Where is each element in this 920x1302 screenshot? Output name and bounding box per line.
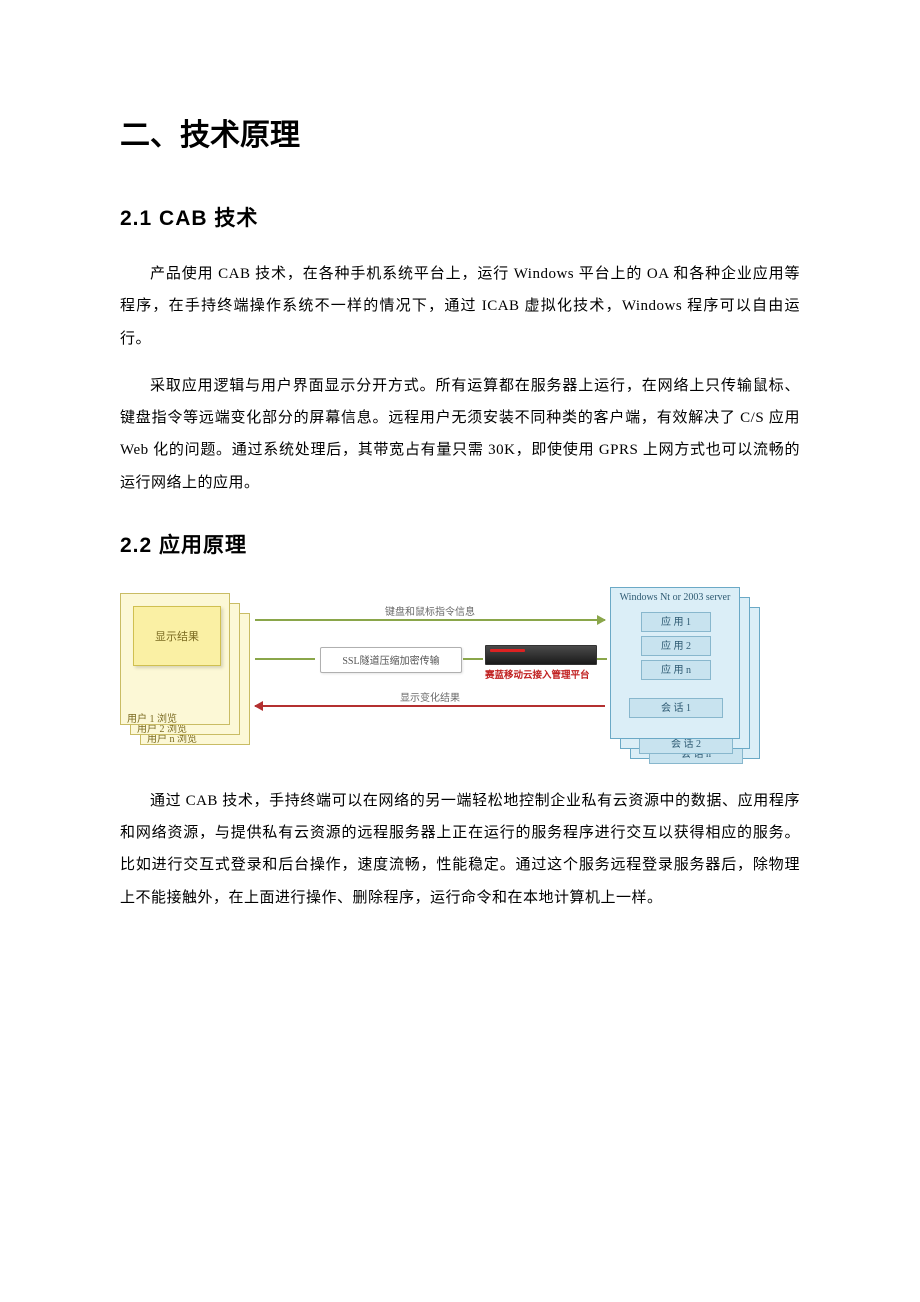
paragraph-cab-2: 采取应用逻辑与用户界面显示分开方式。所有运算都在服务器上运行，在网络上只传输鼠标… <box>120 370 800 499</box>
device-label: 赛蓝移动云接入管理平台 <box>485 667 590 681</box>
client-inner-label: 显示结果 <box>155 628 199 644</box>
connector-right <box>597 658 607 660</box>
arrow-bottom: 显示变化结果 <box>255 691 605 707</box>
app-n: 应 用 n <box>641 660 711 680</box>
paragraph-principle: 通过 CAB 技术，手持终端可以在网络的另一端轻松地控制企业私有云资源中的数据、… <box>120 785 800 914</box>
client-stack: 用户 n 浏览 用户 2 浏览 显示结果 用户 1 浏览 <box>120 593 250 745</box>
app-1: 应 用 1 <box>641 612 711 632</box>
arrow-top-label: 键盘和鼠标指令信息 <box>255 603 605 618</box>
heading-1: 二、技术原理 <box>120 110 800 154</box>
paragraph-cab-1: 产品使用 CAB 技术，在各种手机系统平台上，运行 Windows 平台上的 O… <box>120 258 800 355</box>
client-panel-1: 显示结果 用户 1 浏览 <box>120 593 230 725</box>
connector-left <box>255 658 315 660</box>
server-stack: 会 话 n 会 话 2 Windows Nt or 2003 server 应 … <box>610 587 760 759</box>
arrow-bottom-label: 显示变化结果 <box>255 689 605 704</box>
device-icon <box>485 645 597 665</box>
document-page: 二、技术原理 2.1 CAB 技术 产品使用 CAB 技术，在各种手机系统平台上… <box>0 0 920 1302</box>
server-title: Windows Nt or 2003 server <box>611 592 739 603</box>
arrow-top: 键盘和鼠标指令信息 <box>255 605 605 621</box>
app-2: 应 用 2 <box>641 636 711 656</box>
session-1: 会 话 1 <box>629 698 723 718</box>
ssl-box: SSL隧道压缩加密传输 <box>320 647 462 673</box>
architecture-diagram: 用户 n 浏览 用户 2 浏览 显示结果 用户 1 浏览 键盘和鼠标指令信息 S… <box>120 585 760 765</box>
server-panel-1: Windows Nt or 2003 server 应 用 1 应 用 2 应 … <box>610 587 740 739</box>
ssl-label: SSL隧道压缩加密传输 <box>342 652 439 667</box>
client-label-1: 用户 1 浏览 <box>127 710 177 725</box>
heading-2-principle: 2.2 应用原理 <box>120 529 800 559</box>
client-inner-box: 显示结果 <box>133 606 221 666</box>
heading-2-cab: 2.1 CAB 技术 <box>120 202 800 232</box>
connector-mid <box>463 658 483 660</box>
